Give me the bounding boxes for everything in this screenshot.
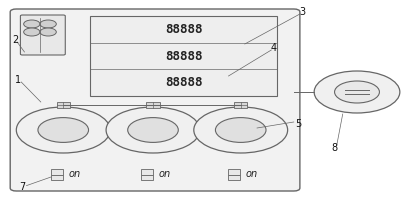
Text: 88888: 88888 — [165, 49, 202, 62]
Text: 4: 4 — [270, 43, 277, 53]
Circle shape — [38, 118, 89, 142]
Circle shape — [16, 107, 110, 153]
Text: on: on — [158, 169, 171, 179]
Bar — [57, 102, 70, 108]
Bar — [228, 169, 240, 174]
Text: on: on — [69, 169, 81, 179]
Bar — [141, 174, 153, 180]
Bar — [228, 174, 240, 180]
Text: 1: 1 — [15, 75, 22, 85]
Circle shape — [128, 118, 178, 142]
Bar — [141, 169, 153, 174]
Circle shape — [314, 71, 400, 113]
Circle shape — [335, 81, 379, 103]
Circle shape — [194, 107, 288, 153]
Circle shape — [40, 20, 56, 28]
Bar — [51, 174, 63, 180]
Bar — [90, 16, 277, 96]
Circle shape — [40, 28, 56, 36]
Bar — [51, 169, 63, 174]
Text: 88888: 88888 — [165, 76, 202, 89]
FancyBboxPatch shape — [20, 15, 65, 55]
FancyBboxPatch shape — [10, 9, 300, 191]
Circle shape — [24, 20, 40, 28]
Text: 3: 3 — [299, 7, 305, 17]
Circle shape — [24, 28, 40, 36]
Bar — [146, 102, 160, 108]
Circle shape — [106, 107, 200, 153]
Circle shape — [215, 118, 266, 142]
Bar — [234, 102, 247, 108]
Text: 88888: 88888 — [165, 23, 202, 36]
Text: 7: 7 — [19, 182, 26, 192]
Text: 2: 2 — [12, 35, 19, 45]
Text: on: on — [245, 169, 257, 179]
Text: 5: 5 — [295, 119, 301, 129]
Text: 8: 8 — [331, 143, 338, 153]
